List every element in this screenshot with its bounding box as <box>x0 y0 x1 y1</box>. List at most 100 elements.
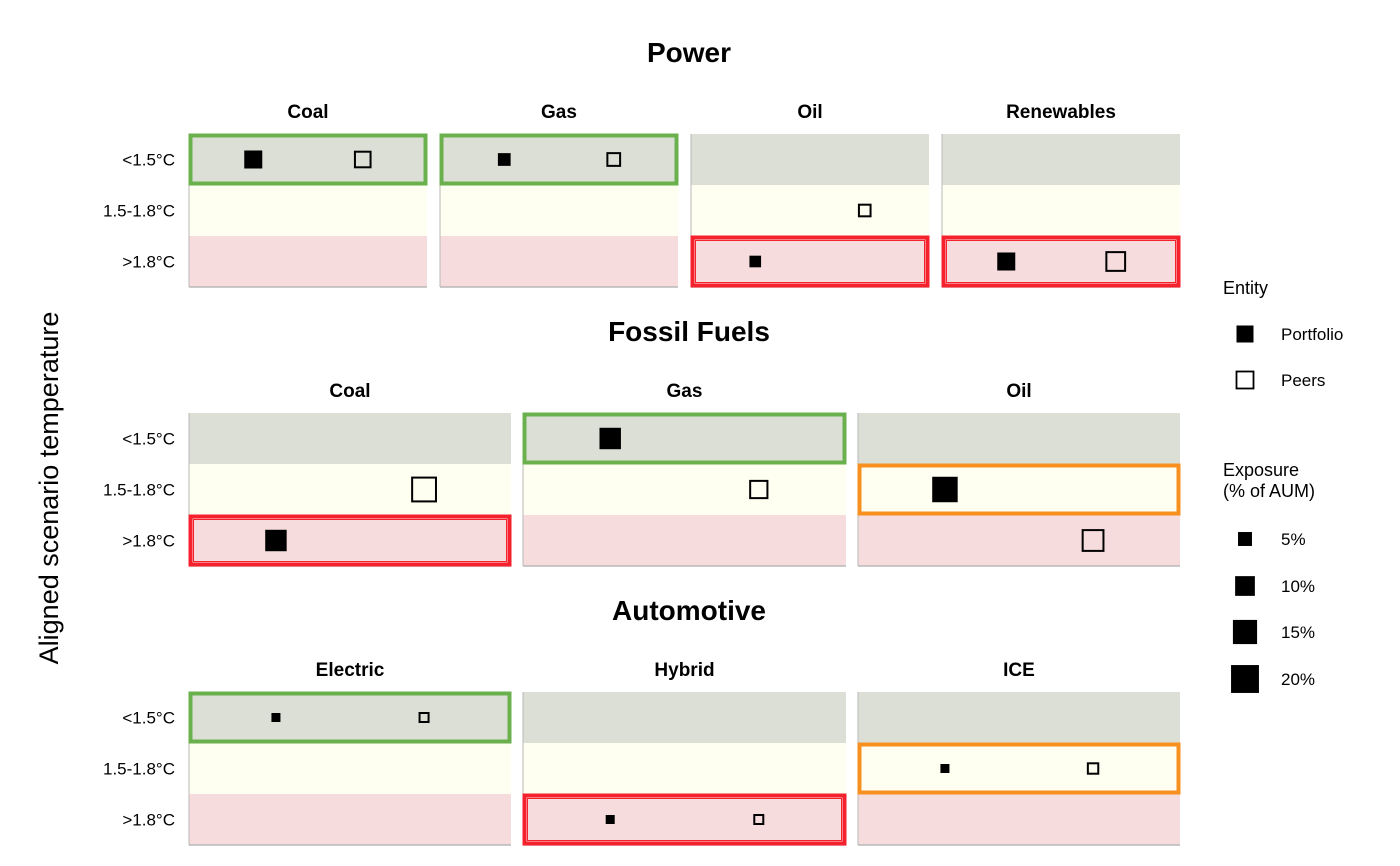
portfolio-marker <box>932 476 958 503</box>
highlight-box-green <box>439 133 679 186</box>
portfolio-marker <box>749 255 762 268</box>
legend: Entity Portfolio Peers Exposure (% of AUM) 5%… <box>1223 278 1343 693</box>
plot-area: Power <1.5°C 1.5-1.8°C >1.8°C Coal Gas Oil Rene… <box>103 37 1181 846</box>
row-label: 1.5-1.8°C <box>103 202 175 221</box>
legend-size-label: 15% <box>1281 623 1315 642</box>
panel-automotive-hybrid: Hybrid <box>522 660 847 846</box>
legend-peers-key <box>1235 370 1255 390</box>
sector-title: Fossil Fuels <box>608 316 770 347</box>
technology-label: Oil <box>1006 381 1031 402</box>
band-1-8-c <box>523 515 846 566</box>
highlight-inner-line <box>193 519 507 562</box>
legend-entity-label: Peers <box>1281 371 1325 390</box>
highlight-box-green <box>188 691 512 744</box>
portfolio-marker <box>497 153 511 166</box>
sector-fossil-fuels: Fossil Fuels <1.5°C 1.5-1.8°C >1.8°C Coal Gas… <box>103 316 1181 567</box>
band-1-5-1-8-c <box>189 464 511 515</box>
portfolio-marker <box>599 427 621 450</box>
peers-marker <box>857 203 872 218</box>
sector-power: Power <1.5°C 1.5-1.8°C >1.8°C Coal Gas Oil Rene… <box>103 37 1181 288</box>
highlight-box-red <box>188 514 512 567</box>
legend-exposure-title-line: Exposure <box>1223 460 1299 480</box>
band-1-5-1-8-c <box>858 743 1180 794</box>
band-1-5-c <box>189 692 511 743</box>
technology-label: Renewables <box>1006 102 1116 123</box>
portfolio-marker <box>271 712 281 723</box>
band-1-5-1-8-c <box>523 743 846 794</box>
portfolio-marker <box>605 814 615 825</box>
band-1-8-c <box>858 794 1180 845</box>
panel-fossil-fuels-oil: Oil <box>857 381 1181 567</box>
technology-label: Gas <box>541 102 577 123</box>
legend-exposure-title-line: (% of AUM) <box>1223 481 1315 501</box>
band-1-5-c <box>523 413 846 464</box>
legend-size-key <box>1238 532 1252 546</box>
row-label: <1.5°C <box>122 709 175 728</box>
peers-marker <box>1105 251 1127 272</box>
band-1-5-c <box>440 134 678 185</box>
peers-marker <box>411 476 437 503</box>
portfolio-marker <box>244 150 263 169</box>
row-label: 1.5-1.8°C <box>103 481 175 500</box>
band-1-8-c <box>189 515 511 566</box>
legend-exposure-title: Exposure (% of AUM) <box>1223 460 1315 501</box>
panel-automotive-electric: Electric <box>188 660 512 846</box>
band-1-5-1-8-c <box>189 743 511 794</box>
row-label: >1.8°C <box>122 811 175 830</box>
legend-entity-title: Entity <box>1223 278 1268 298</box>
technology-label: Hybrid <box>654 660 714 681</box>
y-axis-title: Aligned scenario temperature <box>34 312 64 665</box>
peers-marker <box>418 711 430 724</box>
sector-title: Power <box>647 37 731 68</box>
peers-marker <box>749 479 769 500</box>
portfolio-marker <box>265 529 287 552</box>
highlight-box-green <box>522 412 847 465</box>
peers-marker <box>753 813 765 826</box>
highlight-inner-line <box>527 798 842 841</box>
highlight-inner-line <box>695 240 925 283</box>
band-1-5-1-8-c <box>942 185 1180 236</box>
legend-size-label: 5% <box>1281 530 1306 549</box>
panel-automotive-ice: ICE <box>857 660 1181 846</box>
band-1-5-c <box>189 134 427 185</box>
band-1-8-c <box>942 236 1180 287</box>
band-1-8-c <box>189 794 511 845</box>
legend-portfolio-key <box>1236 325 1254 343</box>
row-label: >1.8°C <box>122 253 175 272</box>
band-1-5-1-8-c <box>189 185 427 236</box>
band-1-8-c <box>440 236 678 287</box>
band-1-5-c <box>942 134 1180 185</box>
panel-power-oil: Oil <box>690 102 930 288</box>
band-1-5-1-8-c <box>523 464 846 515</box>
portfolio-marker <box>940 763 950 774</box>
band-1-8-c <box>523 794 846 845</box>
band-1-5-1-8-c <box>691 185 929 236</box>
highlight-box-orange <box>857 463 1181 516</box>
legend-size-key <box>1231 665 1259 693</box>
panel-fossil-fuels-gas: Gas <box>522 381 847 567</box>
technology-label: ICE <box>1003 660 1035 681</box>
band-1-5-c <box>858 413 1180 464</box>
highlight-box-red <box>522 793 847 846</box>
highlight-box-red <box>690 235 930 288</box>
sector-automotive: Automotive <1.5°C 1.5-1.8°C >1.8°C Electric H… <box>103 595 1181 846</box>
band-1-5-c <box>691 134 929 185</box>
peers-marker <box>1081 529 1105 552</box>
highlight-box-red <box>941 235 1181 288</box>
band-1-5-1-8-c <box>440 185 678 236</box>
panel-power-coal: Coal <box>188 102 428 288</box>
row-label: >1.8°C <box>122 532 175 551</box>
row-label: <1.5°C <box>122 430 175 449</box>
technology-label: Electric <box>316 660 385 681</box>
peers-marker <box>1086 762 1100 775</box>
band-1-8-c <box>189 236 427 287</box>
row-label: 1.5-1.8°C <box>103 760 175 779</box>
band-1-5-c <box>189 413 511 464</box>
highlight-box-green <box>188 133 428 186</box>
peers-marker <box>353 150 372 169</box>
legend-size-key <box>1235 576 1255 596</box>
band-1-5-c <box>858 692 1180 743</box>
panel-power-renewables: Renewables <box>941 102 1181 288</box>
peers-marker <box>606 152 622 167</box>
